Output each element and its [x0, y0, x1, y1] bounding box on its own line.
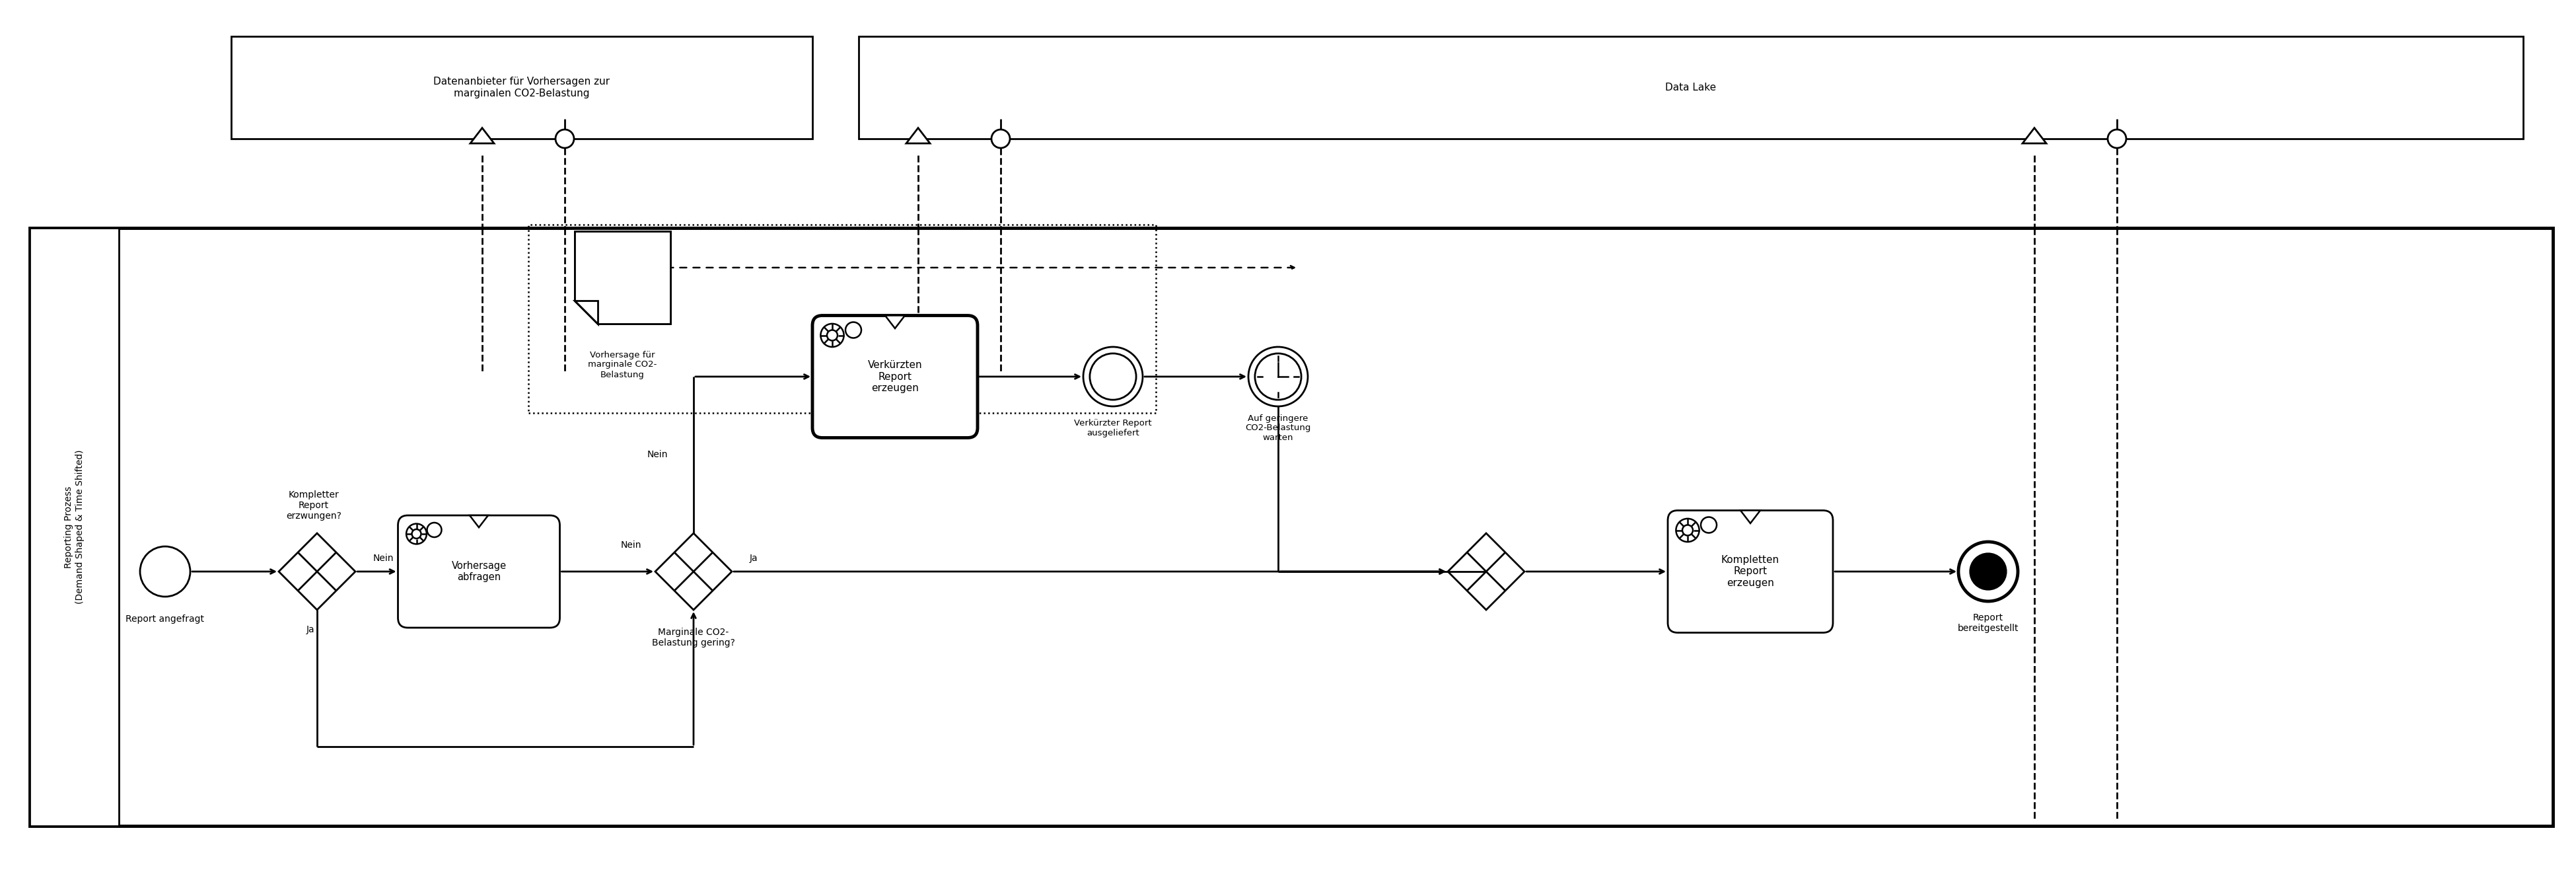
- Circle shape: [1084, 347, 1144, 407]
- Polygon shape: [1741, 510, 1759, 524]
- Polygon shape: [469, 516, 487, 527]
- Circle shape: [845, 322, 860, 338]
- Circle shape: [1700, 517, 1716, 533]
- Text: Kompletter
Report
erzwungen?: Kompletter Report erzwungen?: [286, 490, 343, 521]
- Polygon shape: [654, 533, 732, 610]
- Polygon shape: [886, 316, 904, 328]
- Bar: [858, 37, 2522, 139]
- Circle shape: [412, 529, 420, 539]
- Text: Report angefragt: Report angefragt: [126, 615, 204, 624]
- FancyBboxPatch shape: [811, 316, 976, 438]
- Circle shape: [2107, 129, 2125, 148]
- Polygon shape: [574, 301, 598, 324]
- Text: Nein: Nein: [647, 450, 667, 459]
- Polygon shape: [574, 231, 670, 324]
- Text: Vorhersage für
marginale CO2-
Belastung: Vorhersage für marginale CO2- Belastung: [587, 351, 657, 379]
- Circle shape: [992, 129, 1010, 148]
- Text: Auf geringere
CO2-Belastung
warten: Auf geringere CO2-Belastung warten: [1244, 414, 1311, 442]
- Text: Report
bereitgestellt: Report bereitgestellt: [1958, 613, 2020, 633]
- FancyBboxPatch shape: [397, 516, 559, 628]
- Text: Verkürzter Report
ausgeliefert: Verkürzter Report ausgeliefert: [1074, 419, 1151, 437]
- Text: Verkürzten
Report
erzeugen: Verkürzten Report erzeugen: [868, 360, 922, 393]
- Circle shape: [1249, 347, 1309, 407]
- Bar: [31, 228, 2553, 826]
- FancyBboxPatch shape: [1667, 510, 1834, 632]
- Circle shape: [1971, 553, 2007, 590]
- Bar: [528, 225, 1157, 413]
- Polygon shape: [574, 231, 670, 324]
- Text: Reporting Prozess
(Demand Shaped & Time Shifted): Reporting Prozess (Demand Shaped & Time …: [64, 450, 85, 604]
- Polygon shape: [907, 128, 930, 144]
- Circle shape: [1255, 353, 1301, 400]
- Text: Marginale CO2-
Belastung gering?: Marginale CO2- Belastung gering?: [652, 628, 734, 648]
- Text: Nein: Nein: [374, 554, 394, 563]
- Text: Ja: Ja: [750, 554, 757, 563]
- Text: Vorhersage
abfragen: Vorhersage abfragen: [451, 561, 507, 582]
- Circle shape: [1958, 541, 2017, 601]
- Bar: [572, 337, 675, 393]
- Circle shape: [1090, 353, 1136, 400]
- Text: Nein: Nein: [621, 541, 641, 549]
- Text: Ja: Ja: [307, 625, 314, 634]
- Circle shape: [428, 523, 440, 537]
- Text: Kompletten
Report
erzeugen: Kompletten Report erzeugen: [1721, 555, 1780, 588]
- Circle shape: [827, 330, 837, 341]
- Bar: [31, 228, 118, 826]
- Circle shape: [556, 129, 574, 148]
- Bar: [232, 37, 811, 139]
- Polygon shape: [471, 128, 495, 144]
- Text: Data Lake: Data Lake: [1667, 83, 1716, 93]
- Circle shape: [1682, 525, 1692, 535]
- Polygon shape: [574, 301, 598, 324]
- Polygon shape: [1448, 533, 1525, 610]
- Polygon shape: [2022, 128, 2045, 144]
- Circle shape: [139, 547, 191, 597]
- Text: Datenanbieter für Vorhersagen zur
marginalen CO2-Belastung: Datenanbieter für Vorhersagen zur margin…: [433, 77, 611, 98]
- Polygon shape: [278, 533, 355, 610]
